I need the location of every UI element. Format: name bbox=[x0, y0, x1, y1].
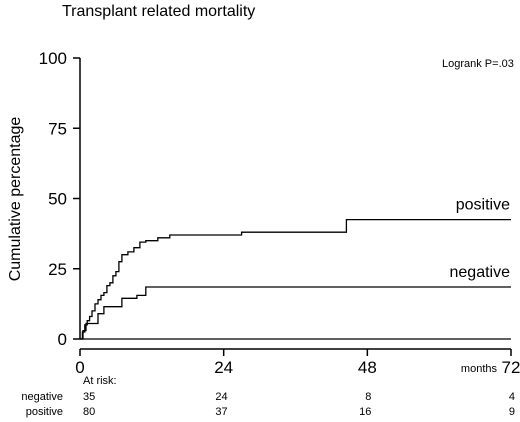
chart-title: Transplant related mortality bbox=[62, 3, 255, 20]
y-axis-label: Cumulative percentage bbox=[7, 117, 24, 282]
at-risk-count-positive-48: 16 bbox=[359, 406, 371, 418]
survival-curves bbox=[80, 218, 511, 340]
at-risk-count-negative-48: 8 bbox=[365, 391, 371, 403]
at-risk-count-positive-24: 37 bbox=[215, 406, 227, 418]
series-line-positive bbox=[80, 218, 511, 340]
y-tick-label-75: 75 bbox=[48, 119, 67, 138]
y-tick-label-0: 0 bbox=[58, 330, 67, 349]
y-tick-label-25: 25 bbox=[48, 260, 67, 279]
logrank-annotation: Logrank P=.03 bbox=[442, 58, 514, 70]
at-risk-count-positive-72: 9 bbox=[509, 406, 515, 418]
at-risk-header: At risk: bbox=[83, 375, 117, 387]
series-line-negative bbox=[80, 286, 511, 340]
at-risk-count-negative-0: 35 bbox=[83, 391, 95, 403]
x-unit-label: months bbox=[461, 363, 498, 375]
at-risk-count-negative-72: 4 bbox=[509, 391, 515, 403]
at-risk-table: At risk: negative 35 24 8 4 positive 80 37 16 9 bbox=[21, 375, 515, 418]
axes: 0 25 50 75 100 0 24 48 72 months bbox=[39, 49, 520, 377]
at-risk-group-positive: positive bbox=[26, 406, 63, 418]
x-tick-label-0: 0 bbox=[75, 358, 84, 377]
at-risk-count-negative-24: 24 bbox=[215, 391, 227, 403]
x-tick-label-48: 48 bbox=[358, 358, 377, 377]
y-tick-label-100: 100 bbox=[39, 49, 67, 68]
at-risk-count-positive-0: 80 bbox=[83, 406, 95, 418]
series-label-positive: positive bbox=[456, 197, 510, 214]
at-risk-group-negative: negative bbox=[21, 391, 63, 403]
x-tick-label-72: 72 bbox=[502, 358, 520, 377]
series-label-negative: negative bbox=[450, 264, 511, 281]
y-tick-label-50: 50 bbox=[48, 190, 67, 209]
series-labels: positive negative bbox=[450, 197, 511, 281]
x-tick-label-24: 24 bbox=[214, 358, 233, 377]
